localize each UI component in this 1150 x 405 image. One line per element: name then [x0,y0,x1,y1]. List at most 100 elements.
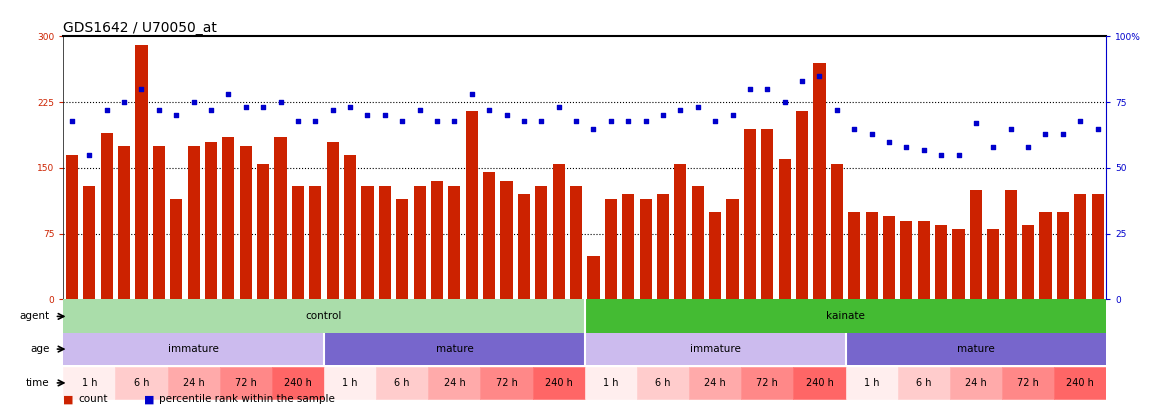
Text: 6 h: 6 h [917,378,932,388]
Point [741,86,759,92]
Bar [83,185,95,299]
Bar [584,367,637,399]
Bar [275,137,286,299]
Bar [1057,212,1068,299]
Point [480,107,498,113]
Bar [309,185,321,299]
Bar [63,333,324,365]
Text: 6 h: 6 h [394,378,411,388]
Bar [483,173,496,299]
Point [758,86,776,92]
Bar [376,367,428,399]
Bar [1022,225,1034,299]
Bar [378,185,391,299]
Bar [845,367,898,399]
Text: 1 h: 1 h [343,378,358,388]
Point [1002,125,1020,132]
Point [619,117,637,124]
Point [376,112,394,119]
Bar [987,229,999,299]
Point [567,117,585,124]
Bar [845,333,1106,365]
Point [828,107,846,113]
Text: mature: mature [436,344,474,354]
Text: 240 h: 240 h [805,378,834,388]
Bar [849,212,860,299]
Bar [674,164,687,299]
Text: 24 h: 24 h [965,378,987,388]
Bar [588,256,599,299]
Bar [271,367,324,399]
Text: control: control [306,311,343,322]
Text: count: count [78,394,108,404]
Bar [324,333,584,365]
Point [550,104,568,111]
Point [950,151,968,158]
Bar [622,194,635,299]
Bar [205,142,217,299]
Bar [830,164,843,299]
Point [63,117,82,124]
Bar [1091,194,1104,299]
Bar [414,185,426,299]
Bar [324,367,376,399]
Bar [187,146,200,299]
Point [636,117,654,124]
Point [289,117,307,124]
Bar [605,199,616,299]
Text: 24 h: 24 h [444,378,466,388]
Bar [1055,367,1106,399]
Bar [813,63,826,299]
Bar [744,128,756,299]
Point [271,99,290,105]
Bar [63,367,115,399]
Bar [918,221,930,299]
Text: 1 h: 1 h [82,378,97,388]
Text: 1 h: 1 h [864,378,880,388]
Bar [639,199,652,299]
Point [115,99,133,105]
Point [393,117,412,124]
Point [306,117,324,124]
Point [98,107,116,113]
Bar [584,333,845,365]
Point [601,117,620,124]
Point [845,125,864,132]
Point [897,144,915,150]
Text: 72 h: 72 h [1017,378,1038,388]
Point [150,107,168,113]
Bar [118,146,130,299]
Point [1088,125,1106,132]
Bar [361,185,374,299]
Point [984,144,1003,150]
Text: 6 h: 6 h [656,378,670,388]
Bar [1040,212,1051,299]
Point [132,86,151,92]
Point [323,107,342,113]
Bar [657,194,669,299]
Point [792,78,811,84]
Text: mature: mature [957,344,995,354]
Text: age: age [30,344,49,354]
Text: time: time [25,378,49,388]
Point [462,91,481,98]
Text: ■: ■ [144,394,154,404]
Bar [428,367,481,399]
Text: 240 h: 240 h [1066,378,1094,388]
Point [1071,117,1089,124]
Bar [900,221,912,299]
Bar [584,299,1106,333]
Bar [866,212,877,299]
Point [81,151,99,158]
Point [654,112,673,119]
Bar [710,212,721,299]
Bar [898,367,950,399]
Point [220,91,238,98]
Point [184,99,202,105]
Bar [466,111,478,299]
Point [201,107,220,113]
Point [880,139,898,145]
Bar [727,199,738,299]
Bar [448,185,460,299]
Bar [136,45,147,299]
